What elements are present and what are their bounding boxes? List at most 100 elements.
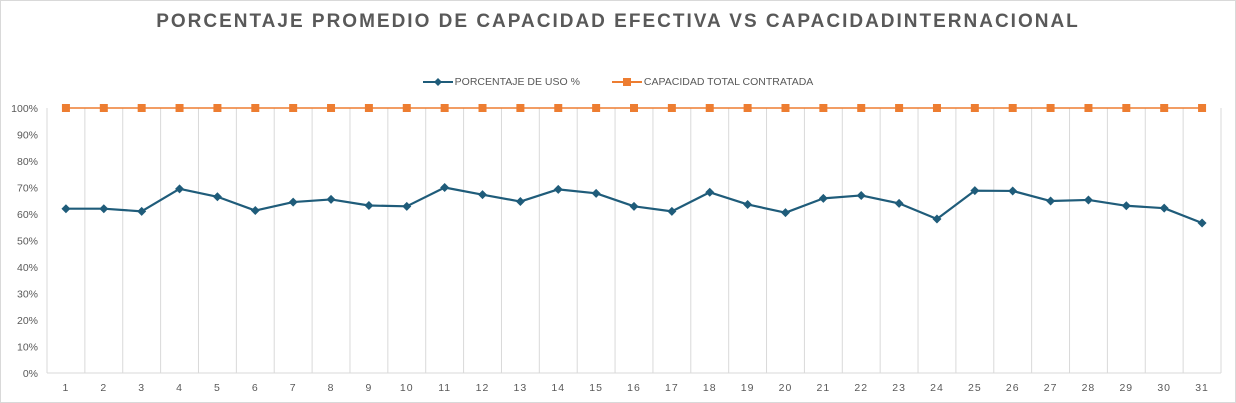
- x-tick-label: 17: [665, 382, 679, 394]
- y-tick-label: 50%: [17, 236, 38, 248]
- data-point-diamond: [250, 206, 260, 216]
- data-point-diamond: [705, 187, 715, 197]
- data-point-square: [402, 104, 411, 112]
- data-point-square: [213, 104, 222, 112]
- data-point-diamond: [1083, 195, 1093, 205]
- x-tick-label: 15: [589, 382, 603, 394]
- data-point-diamond: [515, 197, 525, 207]
- x-tick-label: 8: [328, 382, 335, 394]
- y-tick-label: 100%: [11, 103, 38, 115]
- data-point-square: [743, 104, 752, 112]
- data-point-square: [440, 104, 449, 112]
- legend-label-uso: PORCENTAJE DE USO %: [454, 76, 580, 88]
- legend-swatch-square-icon: [611, 78, 642, 86]
- data-point-square: [1008, 104, 1017, 112]
- data-point-diamond: [667, 206, 677, 216]
- y-tick-label: 70%: [17, 183, 38, 195]
- data-point-square: [554, 104, 563, 112]
- x-tick-label: 2: [100, 382, 107, 394]
- data-point-diamond: [818, 193, 828, 203]
- data-point-diamond: [137, 206, 147, 216]
- x-tick-label: 10: [400, 382, 414, 394]
- legend-swatch-diamond-icon: [422, 78, 453, 86]
- x-tick-label: 16: [627, 382, 641, 394]
- y-tick-label: 20%: [17, 315, 38, 327]
- data-point-square: [1084, 104, 1093, 112]
- data-point-square: [175, 104, 184, 112]
- x-tick-label: 19: [741, 382, 755, 394]
- data-point-diamond: [1046, 196, 1056, 206]
- x-tick-label: 27: [1044, 382, 1058, 394]
- x-tick-label: 12: [476, 382, 490, 394]
- y-tick-label: 90%: [17, 130, 38, 142]
- data-point-diamond: [932, 214, 942, 224]
- data-point-square: [667, 104, 676, 112]
- data-point-square: [137, 104, 146, 112]
- y-tick-label: 60%: [17, 209, 38, 221]
- data-point-square: [857, 104, 866, 112]
- data-point-diamond: [780, 208, 790, 218]
- data-point-square: [1046, 104, 1055, 112]
- data-point-square: [592, 104, 601, 112]
- data-point-square: [251, 104, 260, 112]
- x-tick-label: 23: [892, 382, 906, 394]
- x-tick-label: 21: [817, 382, 831, 394]
- data-point-diamond: [856, 190, 866, 200]
- x-tick-label: 4: [176, 382, 183, 394]
- x-tick-label: 20: [779, 382, 793, 394]
- x-tick-label: 14: [551, 382, 565, 394]
- data-point-diamond: [402, 201, 412, 211]
- legend-item-uso[interactable]: PORCENTAJE DE USO %: [422, 76, 580, 88]
- x-tick-label: 11: [438, 382, 451, 394]
- legend-label-capacidad: CAPACIDAD TOTAL CONTRATADA: [643, 76, 814, 88]
- x-tick-label: 31: [1195, 382, 1209, 394]
- data-point-diamond: [212, 192, 222, 202]
- data-point-diamond: [894, 198, 904, 208]
- x-tick-label: 6: [252, 382, 259, 394]
- data-point-square: [1198, 104, 1207, 112]
- legend-item-capacidad[interactable]: CAPACIDAD TOTAL CONTRATADA: [611, 76, 814, 88]
- data-point-square: [516, 104, 525, 112]
- x-tick-label: 7: [290, 382, 297, 394]
- x-tick-label: 22: [854, 382, 868, 394]
- data-point-diamond: [743, 199, 753, 209]
- data-point-square: [327, 104, 336, 112]
- x-tick-label: 29: [1119, 382, 1133, 394]
- data-point-square: [895, 104, 904, 112]
- data-point-diamond: [175, 184, 185, 194]
- x-tick-label: 25: [968, 382, 982, 394]
- x-tick-label: 1: [63, 382, 70, 394]
- x-tick-label: 13: [514, 382, 528, 394]
- data-point-square: [630, 104, 638, 112]
- data-point-square: [970, 104, 979, 112]
- data-point-square: [99, 104, 108, 112]
- x-tick-label: 18: [703, 382, 717, 394]
- y-tick-label: 30%: [17, 289, 38, 301]
- data-point-diamond: [440, 183, 450, 192]
- y-tick-label: 0%: [23, 368, 38, 380]
- data-point-square: [1160, 104, 1169, 112]
- data-point-diamond: [99, 204, 109, 214]
- data-point-square: [932, 104, 941, 112]
- x-tick-label: 26: [1006, 382, 1020, 394]
- data-point-diamond: [629, 201, 639, 211]
- data-point-square: [61, 104, 70, 112]
- data-point-square: [781, 104, 790, 112]
- data-point-square: [364, 104, 373, 112]
- data-point-diamond: [591, 188, 601, 198]
- data-point-square: [819, 104, 828, 112]
- chart-legend: PORCENTAJE DE USO % CAPACIDAD TOTAL CONT…: [0, 76, 1236, 88]
- data-point-diamond: [364, 201, 374, 211]
- x-tick-label: 5: [214, 382, 221, 394]
- data-point-square: [289, 104, 298, 112]
- data-point-diamond: [1008, 186, 1018, 196]
- x-tick-label: 3: [138, 382, 145, 394]
- chart-title: PORCENTAJE PROMEDIO DE CAPACIDAD EFECTIV…: [156, 11, 1080, 32]
- data-point-diamond: [1197, 218, 1207, 228]
- data-point-diamond: [1121, 201, 1131, 211]
- data-point-square: [478, 104, 487, 112]
- data-point-diamond: [61, 204, 71, 214]
- y-tick-label: 80%: [17, 156, 38, 168]
- x-tick-label: 9: [365, 382, 372, 394]
